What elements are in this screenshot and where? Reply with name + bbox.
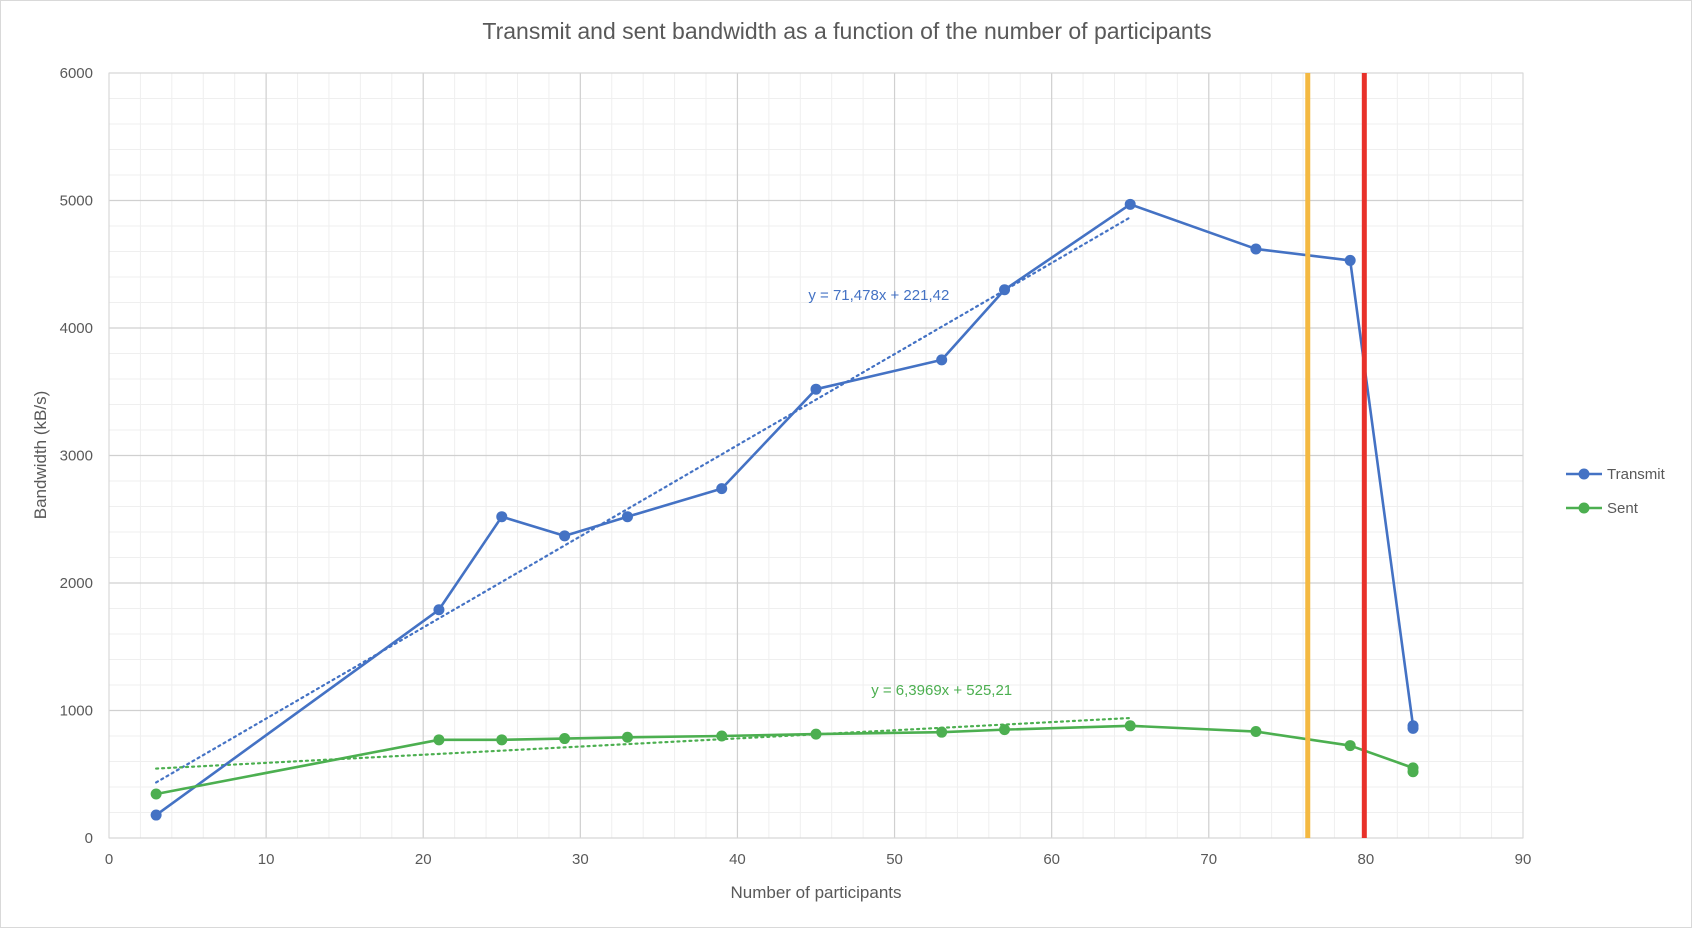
series-points — [150, 198, 1419, 821]
y-tick-labels: 0 1000 2000 3000 4000 5000 6000 — [60, 65, 93, 847]
data-point-transmit — [999, 284, 1011, 296]
data-point-transmit — [1124, 198, 1136, 210]
legend-label-transmit: Transmit — [1607, 466, 1666, 483]
y-tick-label: 5000 — [60, 193, 93, 210]
y-tick-label: 3000 — [60, 448, 93, 465]
trendline-sent — [155, 716, 1132, 770]
data-point-transmit — [936, 354, 948, 366]
data-point-transmit — [496, 511, 508, 523]
trendline-transmit — [155, 216, 1132, 784]
data-point-sent — [1407, 766, 1419, 778]
chart-title: Transmit and sent bandwidth as a functio… — [482, 18, 1211, 44]
x-tick-label: 50 — [886, 851, 903, 868]
legend-label-sent: Sent — [1607, 500, 1639, 517]
series-line-transmit — [155, 203, 1415, 817]
data-point-sent — [1124, 720, 1136, 732]
x-tick-label: 80 — [1358, 851, 1375, 868]
x-tick-label: 30 — [572, 851, 589, 868]
trendline-equation-transmit: y = 71,478x + 221,42 — [808, 287, 949, 304]
x-tick-label: 0 — [105, 851, 113, 868]
y-tick-label: 6000 — [60, 65, 93, 82]
data-point-sent — [810, 728, 822, 740]
data-point-sent — [716, 730, 728, 742]
data-point-sent — [1250, 726, 1262, 738]
x-axis-label: Number of participants — [730, 883, 901, 902]
data-point-sent — [496, 734, 508, 746]
x-tick-labels: 0 10 20 30 40 50 60 70 80 90 — [105, 851, 1532, 868]
data-point-sent — [621, 731, 633, 743]
y-tick-label: 0 — [85, 830, 93, 847]
x-tick-label: 20 — [415, 851, 432, 868]
data-point-sent — [999, 724, 1011, 736]
data-point-transmit — [559, 530, 571, 542]
legend: Transmit Sent — [1566, 466, 1666, 517]
series-lines — [155, 203, 1415, 817]
x-tick-label: 10 — [258, 851, 275, 868]
y-tick-label: 2000 — [60, 575, 93, 592]
y-tick-label: 1000 — [60, 703, 93, 720]
x-tick-label: 90 — [1515, 851, 1532, 868]
data-point-sent — [150, 788, 162, 800]
legend-marker-sent — [1578, 502, 1590, 514]
vertical-markers — [1305, 73, 1367, 838]
data-point-transmit — [1407, 722, 1419, 734]
data-point-transmit — [433, 604, 445, 616]
data-point-transmit — [150, 809, 162, 821]
data-point-transmit — [810, 383, 822, 395]
data-point-sent — [936, 726, 948, 738]
plot-border — [108, 72, 1524, 839]
data-point-sent — [559, 733, 571, 745]
y-axis-label: Bandwidth (kB/s) — [31, 391, 50, 520]
x-tick-label: 60 — [1043, 851, 1060, 868]
x-tick-label: 70 — [1200, 851, 1217, 868]
y-tick-label: 4000 — [60, 320, 93, 337]
trendlines — [155, 216, 1132, 784]
data-point-transmit — [1250, 243, 1262, 255]
series-line-sent — [155, 724, 1415, 796]
major-grid — [108, 72, 1524, 839]
trend-labels: y = 71,478x + 221,42 y = 6,3969x + 525,21 — [808, 287, 1012, 699]
data-point-transmit — [621, 511, 633, 523]
data-point-transmit — [1344, 254, 1356, 266]
trendline-equation-sent: y = 6,3969x + 525,21 — [871, 682, 1012, 699]
x-tick-label: 40 — [729, 851, 746, 868]
legend-marker-transmit — [1578, 468, 1590, 480]
data-point-sent — [1344, 740, 1356, 752]
data-point-transmit — [716, 483, 728, 495]
data-point-sent — [433, 734, 445, 746]
